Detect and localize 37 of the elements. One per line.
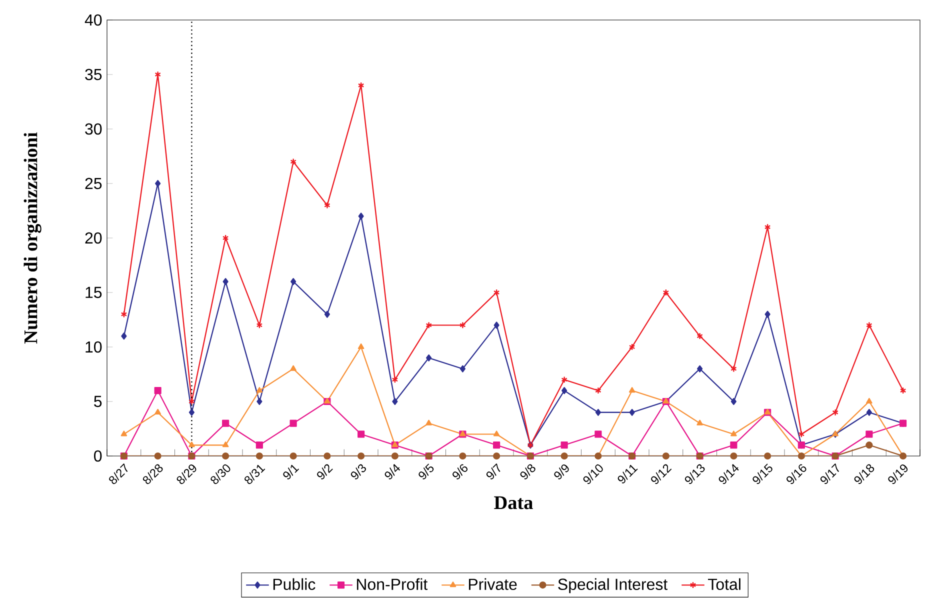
x-tick-label: 8/28: [142, 464, 163, 484]
x-tick-label: 9/10: [583, 464, 603, 484]
y-tick-label: 5: [94, 396, 102, 408]
x-tick-label: 9/16: [786, 464, 806, 484]
legend-label: Non-Profit: [356, 578, 428, 590]
legend-label: Private: [468, 578, 517, 590]
y-tick-label: 40: [84, 14, 102, 26]
y-tick-label: 20: [85, 232, 102, 244]
x-tick-label: 8/30: [210, 464, 230, 484]
x-tick-label: 9/12: [651, 464, 672, 484]
y-tick-label: 15: [86, 286, 102, 298]
x-tick-label: 9/7: [486, 463, 500, 480]
x-tick-label: 9/11: [618, 464, 638, 484]
x-tick-label: 9/1: [283, 464, 300, 480]
x-tick-label: 9/3: [350, 464, 366, 480]
x-tick-label: 9/8: [520, 464, 536, 480]
x-tick-label: 9/19: [888, 464, 908, 484]
y-tick-label: 25: [85, 178, 102, 190]
y-tick-label: 35: [85, 68, 102, 80]
legend-label: Total: [708, 578, 740, 590]
x-axis-title: Data: [494, 496, 533, 510]
x-tick-label: 9/5: [418, 464, 434, 480]
x-tick-label: 8/31: [244, 464, 266, 484]
x-tick-label: 8/29: [176, 464, 196, 484]
y-axis-title: Numero di organizzazioni: [24, 132, 42, 344]
x-tick-label: 9/14: [718, 464, 739, 484]
x-tick-label: 9/13: [684, 464, 705, 484]
y-tick-label: 10: [86, 341, 102, 353]
legend-label: Public: [273, 578, 316, 590]
x-tick-label: 9/2: [317, 464, 333, 480]
legend-label: Special Interest: [558, 578, 668, 594]
x-tick-label: 9/18: [854, 464, 874, 484]
y-tick-label: 30: [85, 123, 102, 135]
x-tick-label: 9/6: [452, 464, 468, 480]
x-tick-label: 9/9: [554, 464, 569, 480]
y-tick-label: 0: [94, 450, 102, 462]
x-tick-label: 9/4: [384, 464, 400, 480]
